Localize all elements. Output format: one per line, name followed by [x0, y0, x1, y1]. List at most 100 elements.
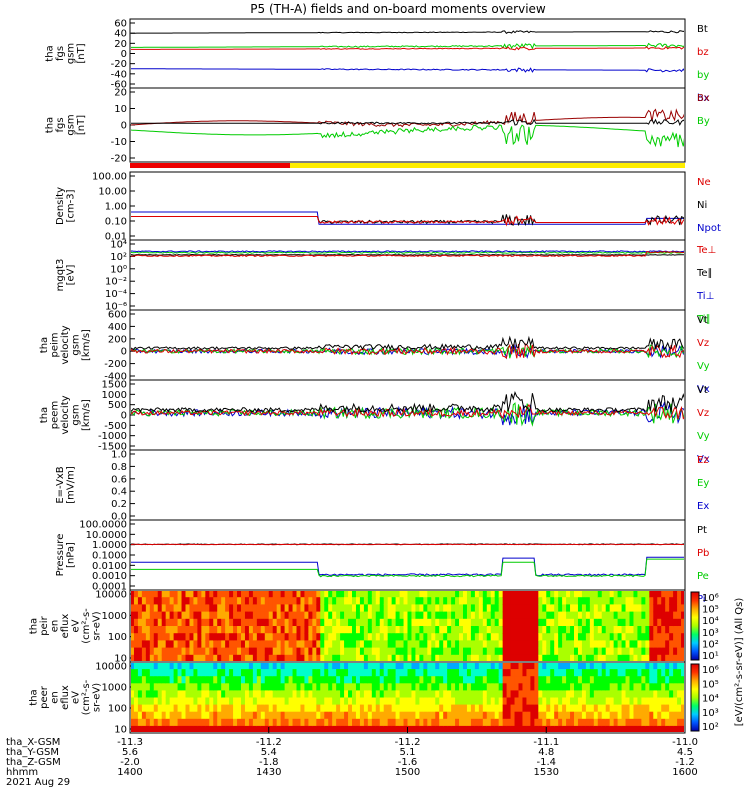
spectrogram-cell	[233, 676, 238, 684]
spectrogram-cell	[530, 604, 535, 613]
spectrogram-cell	[304, 654, 309, 661]
spectrogram-cell	[137, 676, 143, 684]
spectrogram-cell	[161, 604, 167, 613]
spectrogram-cell	[157, 669, 163, 677]
spectrogram-cell	[399, 654, 405, 661]
spectrogram-cell	[133, 690, 139, 699]
spectrogram-cell	[173, 626, 179, 634]
spectrogram-cell	[328, 683, 333, 691]
spectrogram-cell	[459, 663, 464, 670]
spectrogram-cell	[542, 597, 547, 605]
spectrogram-cell	[673, 669, 678, 677]
spectrogram-cell	[391, 647, 397, 656]
spectrogram-cell	[542, 626, 547, 634]
spectrogram-cell	[169, 647, 175, 656]
spectrogram-cell	[613, 690, 619, 699]
spectrogram-cell	[455, 704, 460, 713]
spectrogram-cell	[653, 591, 658, 598]
spectrogram-cell	[133, 591, 139, 598]
spectrogram-cell	[371, 640, 377, 649]
footer-value: -1.8	[259, 757, 279, 768]
spectrogram-cell	[463, 633, 468, 641]
spectrogram-cell	[153, 654, 159, 661]
spectrogram-cell	[605, 669, 611, 677]
spectrogram-cell	[601, 690, 607, 699]
spectrogram-cell	[601, 711, 607, 720]
spectrogram-cell	[308, 654, 313, 661]
spectrogram-cell	[312, 663, 317, 670]
spectrogram-cell	[137, 697, 143, 706]
spectrogram-cell	[352, 654, 357, 661]
spectrogram-cell	[387, 633, 393, 641]
spectrogram-cell	[625, 640, 631, 649]
spectrogram-cell	[601, 640, 607, 649]
spectrogram-cell	[328, 690, 333, 699]
spectrogram-cell	[391, 725, 397, 732]
spectrogram-cell	[645, 647, 650, 656]
spectrogram-cell	[554, 690, 559, 699]
spectrogram-cell	[189, 640, 195, 649]
spectrogram-cell	[300, 633, 306, 641]
spectrogram-cell	[340, 640, 345, 649]
spectrogram-cell	[609, 597, 615, 605]
spectrogram-cell	[629, 647, 635, 656]
spectrogram-cell	[605, 697, 611, 706]
spectrogram-cell	[292, 663, 298, 670]
spectrogram-cell	[312, 604, 317, 613]
spectrogram-cell	[661, 718, 666, 727]
spectrogram-cell	[558, 683, 563, 691]
spectrogram-cell	[221, 640, 226, 649]
spectrogram-cell	[233, 711, 238, 720]
spectrogram-cell	[613, 718, 619, 727]
spectrogram-cell	[577, 704, 583, 713]
spectrogram-cell	[213, 690, 218, 699]
spectrogram-cell	[244, 597, 250, 605]
spectrogram-cell	[161, 626, 167, 634]
spectrogram-cell	[352, 611, 357, 620]
spectrogram-cell	[423, 725, 428, 732]
spectrogram-cell	[296, 647, 302, 656]
spectrogram-cell	[367, 647, 373, 656]
spectrogram-cell	[268, 604, 274, 613]
y-tick-label: 500	[108, 400, 127, 411]
spectrogram-cell	[609, 591, 615, 598]
spectrogram-cell	[609, 711, 615, 720]
spectrogram-cell	[272, 626, 278, 634]
spectrogram-cell	[320, 618, 325, 627]
spectrogram-cell	[585, 626, 591, 634]
spectrogram-cell	[550, 604, 555, 613]
spectrogram-cell	[577, 647, 583, 656]
spectrogram-cell	[415, 604, 420, 613]
spectrogram-cell	[558, 711, 563, 720]
spectrogram-cell	[157, 718, 163, 727]
spectrogram-cell	[669, 711, 674, 720]
spectrogram-cell	[201, 626, 206, 634]
spectrogram-cell	[268, 663, 274, 670]
spectrogram-cell	[522, 604, 528, 613]
spectrogram-cell	[637, 725, 642, 732]
spectrogram-cell	[562, 711, 567, 720]
spectrogram-cell	[367, 663, 373, 670]
spectrogram-cell	[355, 718, 361, 727]
spectrogram-cell	[617, 640, 623, 649]
spectrogram-cell	[193, 633, 198, 641]
spectrogram-cell	[407, 704, 413, 713]
y-axis-label: [nT]	[76, 43, 87, 63]
spectrogram-cell	[324, 604, 329, 613]
spectrogram-cell	[276, 718, 282, 727]
spectrogram-cell	[451, 718, 456, 727]
spectrogram-cell	[613, 725, 619, 732]
spectrogram-cell	[288, 663, 294, 670]
spectrogram-cell	[177, 633, 183, 641]
spectrogram-cell	[601, 633, 607, 641]
spectrogram-cell	[649, 654, 654, 661]
spectrogram-cell	[562, 725, 567, 732]
spectrogram-cell	[617, 704, 623, 713]
spectrogram-cell	[284, 690, 290, 699]
spectrogram-cell	[213, 711, 218, 720]
spectrogram-cell	[288, 669, 294, 677]
spectrogram-cell	[649, 597, 654, 605]
spectrogram-cell	[625, 718, 631, 727]
